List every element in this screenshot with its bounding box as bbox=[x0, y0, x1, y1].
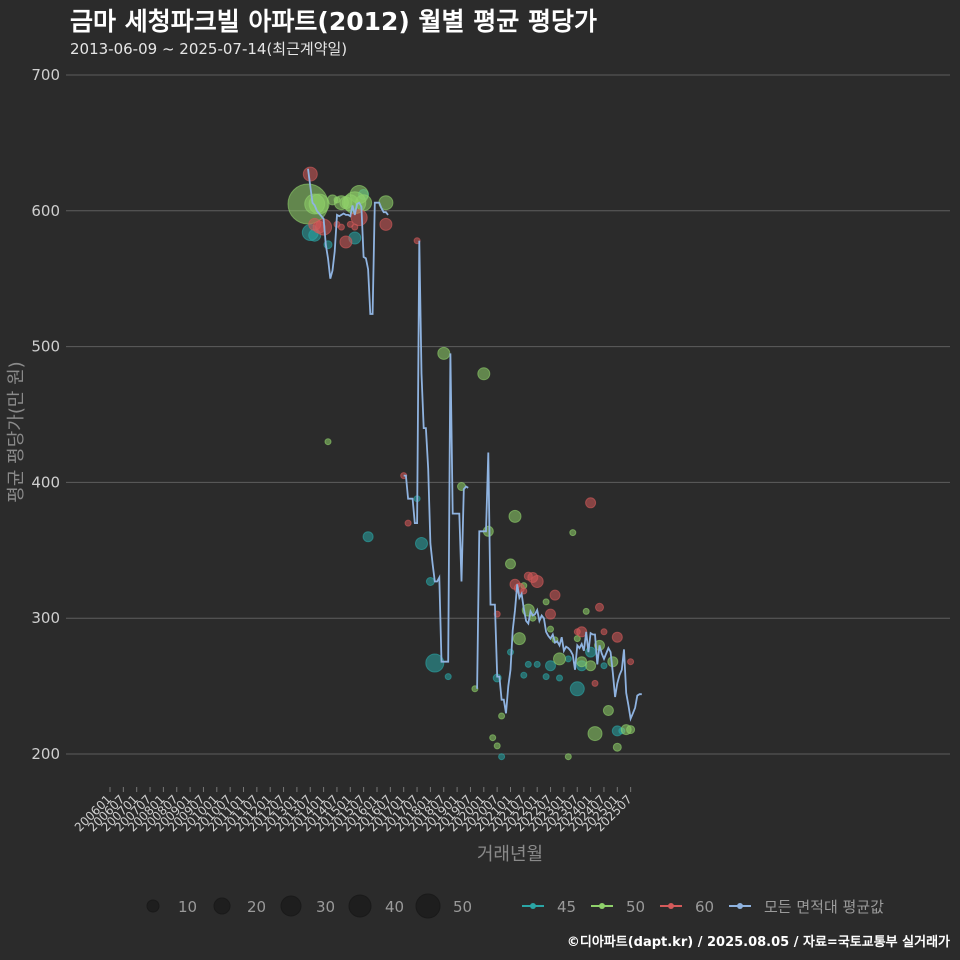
size-legend-circle-10 bbox=[146, 899, 160, 913]
average-line-segment-3 bbox=[476, 452, 642, 722]
data-point-45-2018-01 bbox=[425, 577, 435, 586]
data-point-50-2020-01 bbox=[477, 367, 491, 381]
data-point-50-2023-05 bbox=[569, 529, 577, 537]
data-point-50-2025-07 bbox=[626, 725, 636, 735]
size-legend-label-30: 30 bbox=[316, 898, 335, 916]
size-legend-circle-50 bbox=[415, 893, 441, 919]
data-point-60-2022-01 bbox=[530, 575, 544, 588]
chart-subtitle: 2013-06-09 ~ 2025-07-14(최근계약일) bbox=[70, 40, 348, 58]
size-legend-circle-20 bbox=[213, 897, 231, 915]
data-point-45-2020-09 bbox=[498, 753, 506, 761]
data-point-60-2024-03 bbox=[591, 679, 599, 687]
data-point-60-2014-09 bbox=[337, 223, 345, 231]
data-point-60-2024-07 bbox=[600, 628, 608, 636]
data-point-50-2022-07 bbox=[547, 625, 554, 633]
data-point-45-2022-11 bbox=[556, 674, 563, 682]
data-point-60-2017-03 bbox=[404, 519, 412, 527]
y-axis-ticks: 200 300 400 500 600 700 bbox=[31, 66, 60, 763]
data-point-45-2017-09 bbox=[415, 537, 428, 550]
data-point-50-2020-09 bbox=[498, 712, 506, 720]
y-tick-label-300: 300 bbox=[31, 609, 60, 627]
data-point-50-2025-01 bbox=[612, 742, 622, 752]
data-point-50-2020-07 bbox=[493, 742, 501, 750]
legend-dot-45 bbox=[530, 903, 536, 909]
data-point-50-2014-03 bbox=[324, 438, 332, 446]
data-point-60-2024-01 bbox=[585, 497, 597, 509]
data-point-50-2021-03 bbox=[508, 509, 522, 523]
y-tick-label-400: 400 bbox=[31, 473, 60, 491]
data-point-60-2014-11 bbox=[339, 235, 353, 249]
legend-dot-60 bbox=[668, 903, 674, 909]
size-legend-label-40: 40 bbox=[385, 898, 404, 916]
data-point-60-2016-05 bbox=[379, 217, 393, 231]
legend: 10 20 30 40 50 45 50 60 모든 면적대 평균값 bbox=[146, 893, 884, 919]
legend-dot-50 bbox=[599, 903, 605, 909]
data-point-50-2021-05 bbox=[512, 632, 526, 646]
chart-title: 금마 세청파크빌 아파트(2012) 월별 평균 평당가 bbox=[70, 7, 597, 36]
x-axis-label: 거래년월 bbox=[477, 844, 543, 865]
legend-dot-average bbox=[737, 903, 743, 909]
legend-label-45: 45 bbox=[557, 898, 576, 916]
y-tick-label-500: 500 bbox=[31, 338, 60, 356]
data-point-50-2022-05 bbox=[542, 598, 550, 606]
data-point-60-2022-09 bbox=[549, 589, 561, 601]
legend-label-60: 60 bbox=[695, 898, 714, 916]
size-legend-label-10: 10 bbox=[178, 898, 197, 916]
data-point-50-2022-11 bbox=[553, 652, 566, 666]
data-point-45-2015-09 bbox=[362, 531, 374, 543]
size-legend-label-20: 20 bbox=[247, 898, 266, 916]
size-legend-circle-40 bbox=[348, 894, 372, 918]
data-point-60-2024-05 bbox=[595, 602, 604, 612]
credit-text: ©디아파트(dapt.kr) / 2025.08.05 / 자료=국토교통부 실… bbox=[566, 935, 950, 950]
y-tick-label-200: 200 bbox=[31, 745, 60, 763]
data-point-50-2024-09 bbox=[602, 705, 614, 716]
y-tick-label-600: 600 bbox=[31, 202, 60, 220]
data-point-60-2025-01 bbox=[611, 631, 623, 643]
data-point-50-2023-03 bbox=[564, 753, 572, 761]
data-point-50-2024-03 bbox=[587, 726, 603, 742]
data-point-45-2023-03 bbox=[564, 655, 572, 663]
scatter-points bbox=[287, 166, 636, 761]
x-axis-ticks: 2006012006072007012007072008012008072009… bbox=[72, 787, 635, 835]
data-point-60-2022-07 bbox=[545, 608, 556, 620]
data-point-50-2023-11 bbox=[582, 607, 590, 615]
data-point-50-2024-01 bbox=[585, 660, 597, 672]
data-point-50-2023-09 bbox=[576, 656, 588, 668]
data-point-50-2023-07 bbox=[573, 635, 581, 643]
data-point-45-2018-09 bbox=[444, 673, 452, 681]
y-tick-label-700: 700 bbox=[31, 66, 60, 84]
data-point-50-2020-05 bbox=[489, 734, 497, 742]
data-point-50-2018-07 bbox=[437, 346, 451, 360]
data-point-45-2022-07 bbox=[545, 660, 556, 672]
data-point-45-2021-07 bbox=[520, 671, 528, 679]
data-point-45-2024-07 bbox=[600, 662, 608, 670]
data-point-45-2021-09 bbox=[524, 660, 532, 668]
data-point-60-2025-07 bbox=[627, 658, 635, 666]
data-point-45-2022-01 bbox=[533, 660, 541, 668]
data-point-45-2018-03 bbox=[425, 653, 445, 673]
grid-lines bbox=[66, 74, 950, 755]
data-point-45-2024-01 bbox=[585, 646, 597, 658]
legend-label-average: 모든 면적대 평균값 bbox=[764, 898, 884, 916]
data-point-45-2023-07 bbox=[569, 681, 585, 697]
y-axis-label: 평균 평당가(만 원) bbox=[6, 361, 27, 502]
average-line bbox=[307, 168, 642, 722]
average-line-segment-1 bbox=[307, 168, 389, 315]
legend-label-50: 50 bbox=[626, 898, 645, 916]
size-legend-label-50: 50 bbox=[453, 898, 472, 916]
average-line-segment-2 bbox=[403, 240, 469, 663]
data-point-45-2022-05 bbox=[542, 673, 550, 681]
size-legend-circle-30 bbox=[280, 895, 302, 917]
data-point-50-2021-01 bbox=[505, 558, 516, 570]
data-point-60-2013-07 bbox=[302, 166, 318, 182]
